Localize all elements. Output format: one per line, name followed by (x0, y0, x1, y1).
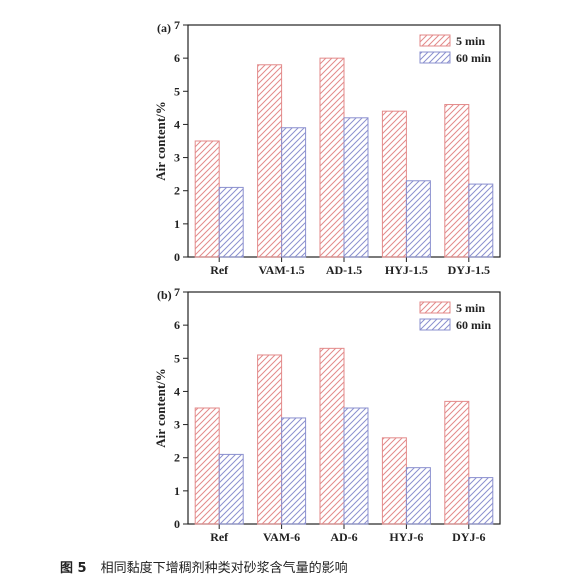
bar-5min (319, 57, 345, 258)
y-tick-label: 4 (174, 117, 180, 131)
bar-60min (343, 117, 369, 258)
x-tick-label: HYJ-1.5 (385, 263, 428, 277)
bar-60min (218, 186, 244, 258)
y-tick-label: 2 (174, 184, 180, 198)
x-tick-label: DYJ-6 (452, 530, 485, 544)
bar-5min (381, 110, 407, 258)
bar-60min (405, 467, 431, 525)
bar-60min (405, 180, 431, 258)
x-tick-label: VAM-1.5 (259, 263, 305, 277)
y-tick-label: 3 (174, 151, 180, 165)
legend-label-60min: 60 min (456, 51, 491, 65)
bar-5min (319, 347, 345, 525)
x-tick-label: AD-6 (330, 530, 357, 544)
bar-60min (218, 453, 244, 525)
caption-text: 相同黏度下增稠剂种类对砂浆含气量的影响 (100, 561, 348, 576)
legend-swatch-60min (419, 318, 451, 331)
y-tick-label: 4 (174, 384, 180, 398)
legend-label-5min: 5 min (456, 301, 485, 315)
panel-label: (b) (157, 288, 172, 302)
y-tick-label: 7 (174, 285, 180, 299)
legend-label-5min: 5 min (456, 34, 485, 48)
y-tick-label: 5 (174, 84, 180, 98)
panel-label: (a) (157, 21, 171, 35)
x-tick-label: VAM-6 (263, 530, 300, 544)
x-tick-label: Ref (210, 263, 229, 277)
x-tick-label: Ref (210, 530, 229, 544)
y-axis-title: Air content/% (153, 101, 168, 181)
bar-5min (194, 140, 220, 258)
x-tick-label: DYJ-1.5 (448, 263, 490, 277)
y-tick-label: 6 (174, 51, 180, 65)
bar-5min (257, 354, 283, 525)
y-tick-label: 1 (174, 484, 180, 498)
bar-5min (381, 437, 407, 525)
bar-5min (444, 400, 470, 525)
bar-60min (468, 477, 494, 525)
bar-5min (444, 104, 470, 258)
x-tick-label: AD-1.5 (326, 263, 362, 277)
figure-number: 图 5 (60, 561, 87, 576)
figure-caption: 图 5 相同黏度下增稠剂种类对砂浆含气量的影响 (60, 557, 348, 576)
y-axis-title: Air content/% (153, 368, 168, 448)
legend-swatch-60min (419, 51, 451, 64)
chart-panel-b: 0 1 2 3 4 5 6 7 Air content/% (b) Ref VAM-6 AD-6 HYJ-… (153, 285, 501, 544)
chart-panel-a: 0 1 2 3 4 5 6 7 Air content/% (a) Ref VAM-1.5 AD-1.5… (153, 18, 501, 277)
figure: 0 1 2 3 4 5 6 7 Air content/% (a) Ref VAM-1.5 AD-1.5… (153, 18, 501, 544)
bar-60min (281, 127, 307, 258)
y-tick-label: 1 (174, 217, 180, 231)
y-tick-label: 7 (174, 18, 180, 32)
bar-60min (281, 417, 307, 525)
y-tick-label: 2 (174, 451, 180, 465)
y-tick-label: 5 (174, 351, 180, 365)
y-tick-label: 0 (174, 250, 180, 264)
y-tick-label: 0 (174, 517, 180, 531)
bar-5min (257, 64, 283, 258)
x-tick-label: HYJ-6 (389, 530, 423, 544)
bar-60min (343, 407, 369, 525)
bar-60min (468, 183, 494, 258)
legend-swatch-5min (419, 301, 451, 314)
legend-swatch-5min (419, 34, 451, 47)
bar-5min (194, 407, 220, 525)
y-tick-label: 3 (174, 418, 180, 432)
legend-label-60min: 60 min (456, 318, 491, 332)
y-tick-label: 6 (174, 318, 180, 332)
